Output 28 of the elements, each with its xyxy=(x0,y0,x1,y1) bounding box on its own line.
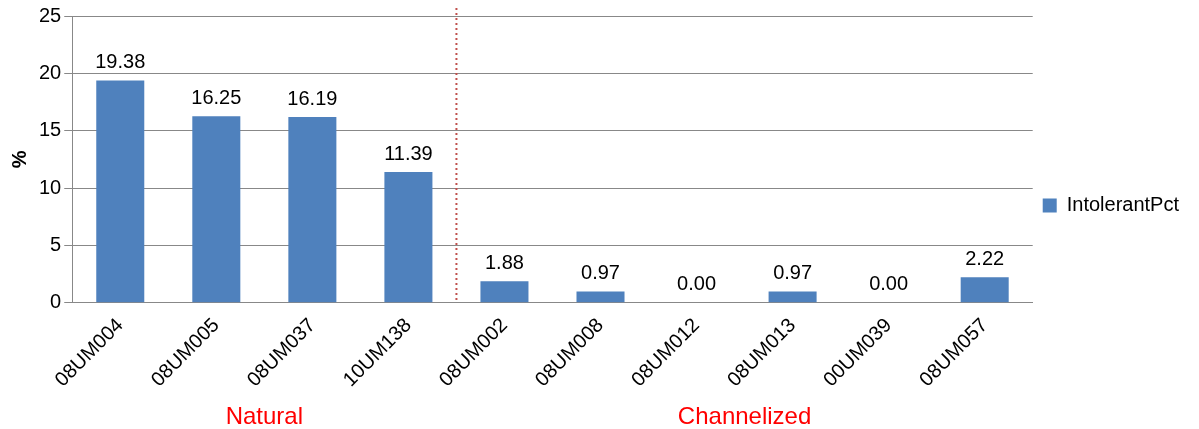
legend-label: IntolerantPct xyxy=(1066,193,1180,216)
y-tick-label: 20 xyxy=(39,60,62,83)
bar xyxy=(576,291,625,303)
bar xyxy=(384,172,433,303)
data-label: 0.97 xyxy=(773,261,813,284)
y-tick-label: 25 xyxy=(39,3,62,26)
bar xyxy=(288,117,337,303)
y-tick-label: 15 xyxy=(39,118,62,141)
data-label: 19.38 xyxy=(95,49,146,72)
bar xyxy=(192,116,241,303)
text: Channelized xyxy=(677,402,812,429)
y-tick-label: 5 xyxy=(50,232,62,255)
data-label: 16.25 xyxy=(191,85,242,108)
bar xyxy=(96,80,145,303)
y-axis-title: % xyxy=(7,150,30,169)
data-label: 16.19 xyxy=(287,86,338,109)
y-tick-label: 10 xyxy=(39,175,62,198)
bar xyxy=(480,281,529,303)
y-tick-label: 0 xyxy=(50,290,62,313)
data-label: 0.97 xyxy=(581,261,620,284)
text: Natural xyxy=(225,402,304,429)
data-label: 1.88 xyxy=(484,250,524,273)
data-label: 0.00 xyxy=(869,272,909,295)
data-label: 2.22 xyxy=(965,246,1005,269)
data-label: 0.00 xyxy=(677,272,717,295)
bar xyxy=(768,291,817,303)
data-label: 11.39 xyxy=(384,141,433,164)
bar xyxy=(960,277,1009,303)
